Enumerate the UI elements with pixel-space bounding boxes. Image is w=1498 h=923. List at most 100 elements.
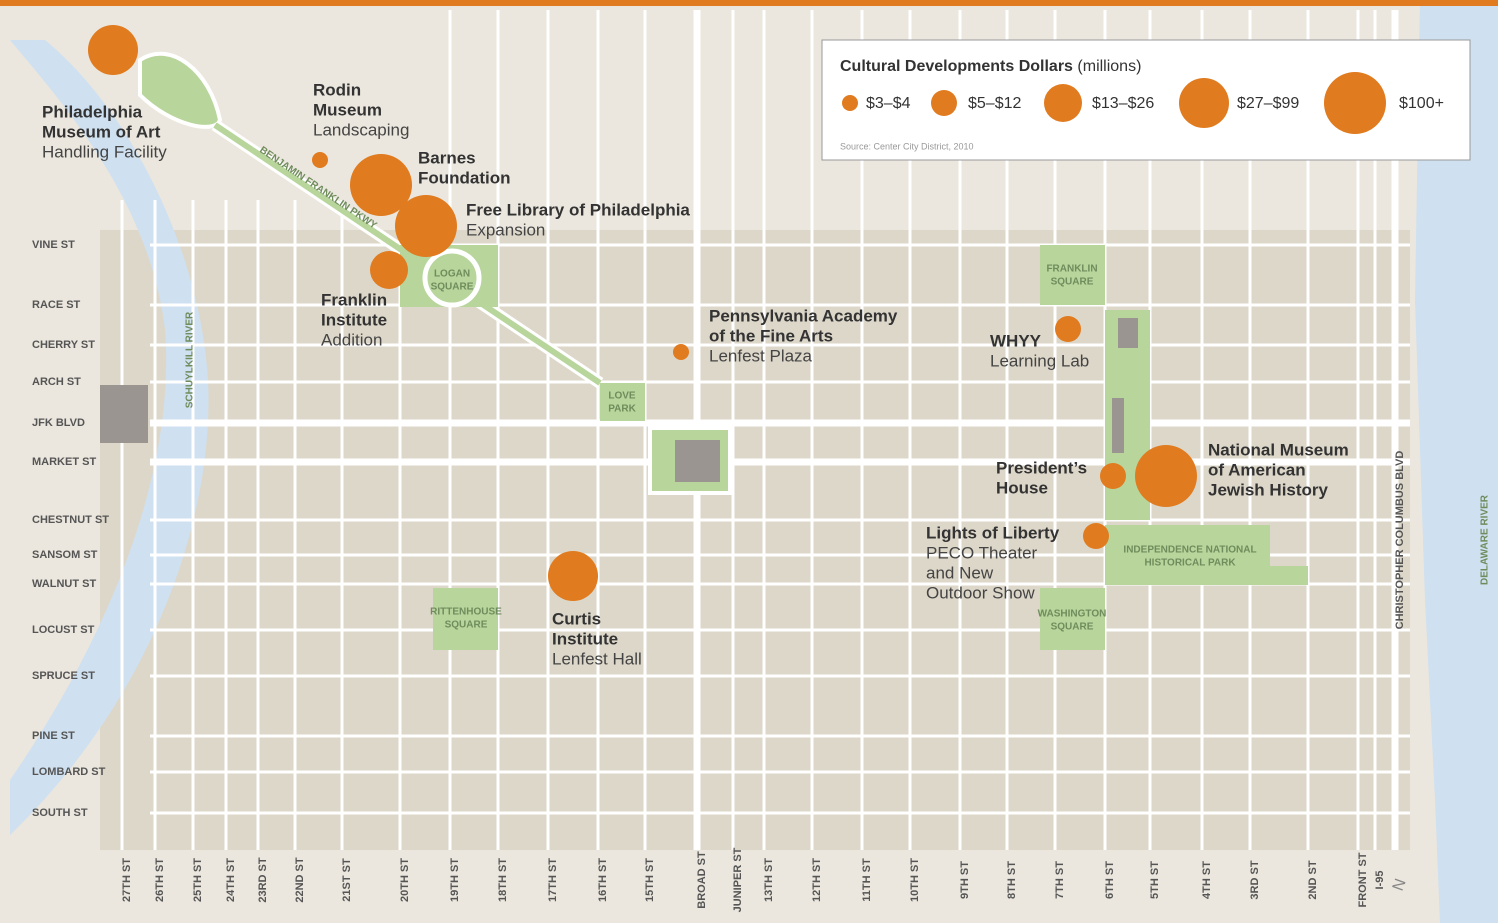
street-label: 8TH ST (1006, 861, 1018, 899)
street-label: JFK BLVD (32, 417, 85, 429)
street-label: 3RD ST (1249, 860, 1261, 899)
site-name: Philadelphia (42, 102, 143, 121)
street-label: JUNIPER ST (732, 847, 744, 912)
street-label: 19TH ST (449, 858, 461, 902)
park-label: INDEPENDENCE NATIONAL (1123, 545, 1256, 556)
park-label: RITTENHOUSE (430, 607, 502, 618)
legend-swatch (1044, 84, 1082, 122)
park-label: LOVE (608, 391, 636, 402)
street-label: 27TH ST (121, 858, 133, 902)
street-label: 26TH ST (154, 858, 166, 902)
delaware-river (1415, 0, 1498, 923)
street-label: 24TH ST (225, 858, 237, 902)
street-label: 11TH ST (861, 858, 873, 902)
street-label: BROAD ST (696, 851, 708, 909)
street-label: 16TH ST (597, 858, 609, 902)
site-detail: Lenfest Plaza (709, 346, 813, 365)
north-arrow: N (1390, 877, 1410, 894)
legend-label: $3–$4 (866, 95, 911, 112)
site-detail: Addition (321, 330, 382, 349)
street-label: 5TH ST (1149, 861, 1161, 899)
building (1118, 318, 1138, 348)
park-label: FRANKLIN (1046, 264, 1097, 275)
city-hall (675, 440, 720, 482)
legend-label: $13–$26 (1092, 95, 1154, 112)
legend-swatch (842, 95, 858, 111)
site-name: Pennsylvania Academy (709, 306, 898, 325)
schuylkill-river (10, 40, 209, 835)
site-name: Rodin (313, 80, 361, 99)
site-marker (1135, 445, 1197, 507)
site-marker (350, 154, 412, 216)
street-label: SANSOM ST (32, 549, 98, 561)
site-marker (312, 152, 328, 168)
river-label: SCHUYLKILL RIVER (185, 311, 196, 408)
street-label: SOUTH ST (32, 807, 88, 819)
site-name: Museum of Art (42, 122, 161, 141)
site-name: Institute (552, 629, 618, 648)
street-label: 12TH ST (811, 858, 823, 902)
site-name: House (996, 478, 1048, 497)
street-label: LOCUST ST (32, 624, 95, 636)
street-label: 4TH ST (1201, 861, 1213, 899)
street-label: 13TH ST (763, 858, 775, 902)
site-detail: Learning Lab (990, 351, 1089, 370)
site-marker (1100, 463, 1126, 489)
site-detail: Lenfest Hall (552, 649, 642, 668)
site-name: Free Library of Philadelphia (466, 200, 690, 219)
site-marker (395, 195, 457, 257)
park-label: SQUARE (1051, 277, 1094, 288)
street-label: SPRUCE ST (32, 670, 95, 682)
streets (120, 10, 1410, 850)
site-detail: PECO Theater (926, 543, 1038, 562)
street-label: 6TH ST (1104, 861, 1116, 899)
street-label: 9TH ST (959, 861, 971, 899)
site-detail: and New (926, 563, 994, 582)
site-name: Lights of Liberty (926, 523, 1060, 542)
street-label: 7TH ST (1054, 861, 1066, 899)
logan-circle (422, 248, 482, 308)
park-label: HISTORICAL PARK (1144, 558, 1236, 569)
love-park (600, 383, 645, 421)
river-label: DELAWARE RIVER (1480, 494, 1491, 585)
rittenhouse-square (433, 588, 498, 650)
park-label: LOGAN (434, 269, 470, 280)
street-label: 21ST ST (341, 858, 353, 902)
site-name: Institute (321, 310, 387, 329)
street-label: RACE ST (32, 299, 81, 311)
street-label: 22ND ST (294, 857, 306, 903)
site-marker (673, 344, 689, 360)
site-marker (548, 551, 598, 601)
legend-label: $5–$12 (968, 95, 1021, 112)
site-detail: Handling Facility (42, 142, 167, 161)
street-label: LOMBARD ST (32, 766, 106, 778)
site-marker (88, 25, 138, 75)
site-name: Franklin (321, 290, 387, 309)
site-name: Jewish History (1208, 480, 1329, 499)
site-name: National Museum (1208, 440, 1349, 459)
street-label: 23RD ST (257, 857, 269, 903)
street-label: CHERRY ST (32, 339, 95, 351)
street-label: MARKET ST (32, 456, 96, 468)
street-label: 10TH ST (909, 858, 921, 902)
legend-swatch (1179, 78, 1229, 128)
site-detail: Outdoor Show (926, 583, 1035, 602)
site-name: Museum (313, 100, 382, 119)
site-detail: Landscaping (313, 120, 409, 139)
legend-swatch (1324, 72, 1386, 134)
legend-source: Source: Center City District, 2010 (840, 141, 974, 151)
top-bar (0, 0, 1498, 6)
park-label: SQUARE (1051, 622, 1094, 633)
street-label: CHESTNUT ST (32, 514, 109, 526)
street-label: 20TH ST (399, 858, 411, 902)
street-label: 2ND ST (1307, 860, 1319, 899)
building (100, 385, 148, 443)
legend-swatch (931, 90, 957, 116)
building (1112, 398, 1124, 453)
independence-park (1105, 525, 1308, 585)
site-marker (1055, 316, 1081, 342)
street-label: FRONT ST (1357, 852, 1369, 907)
street-label: CHRISTOPHER COLUMBUS BLVD (1394, 451, 1406, 630)
park-label: WASHINGTON (1038, 609, 1107, 620)
